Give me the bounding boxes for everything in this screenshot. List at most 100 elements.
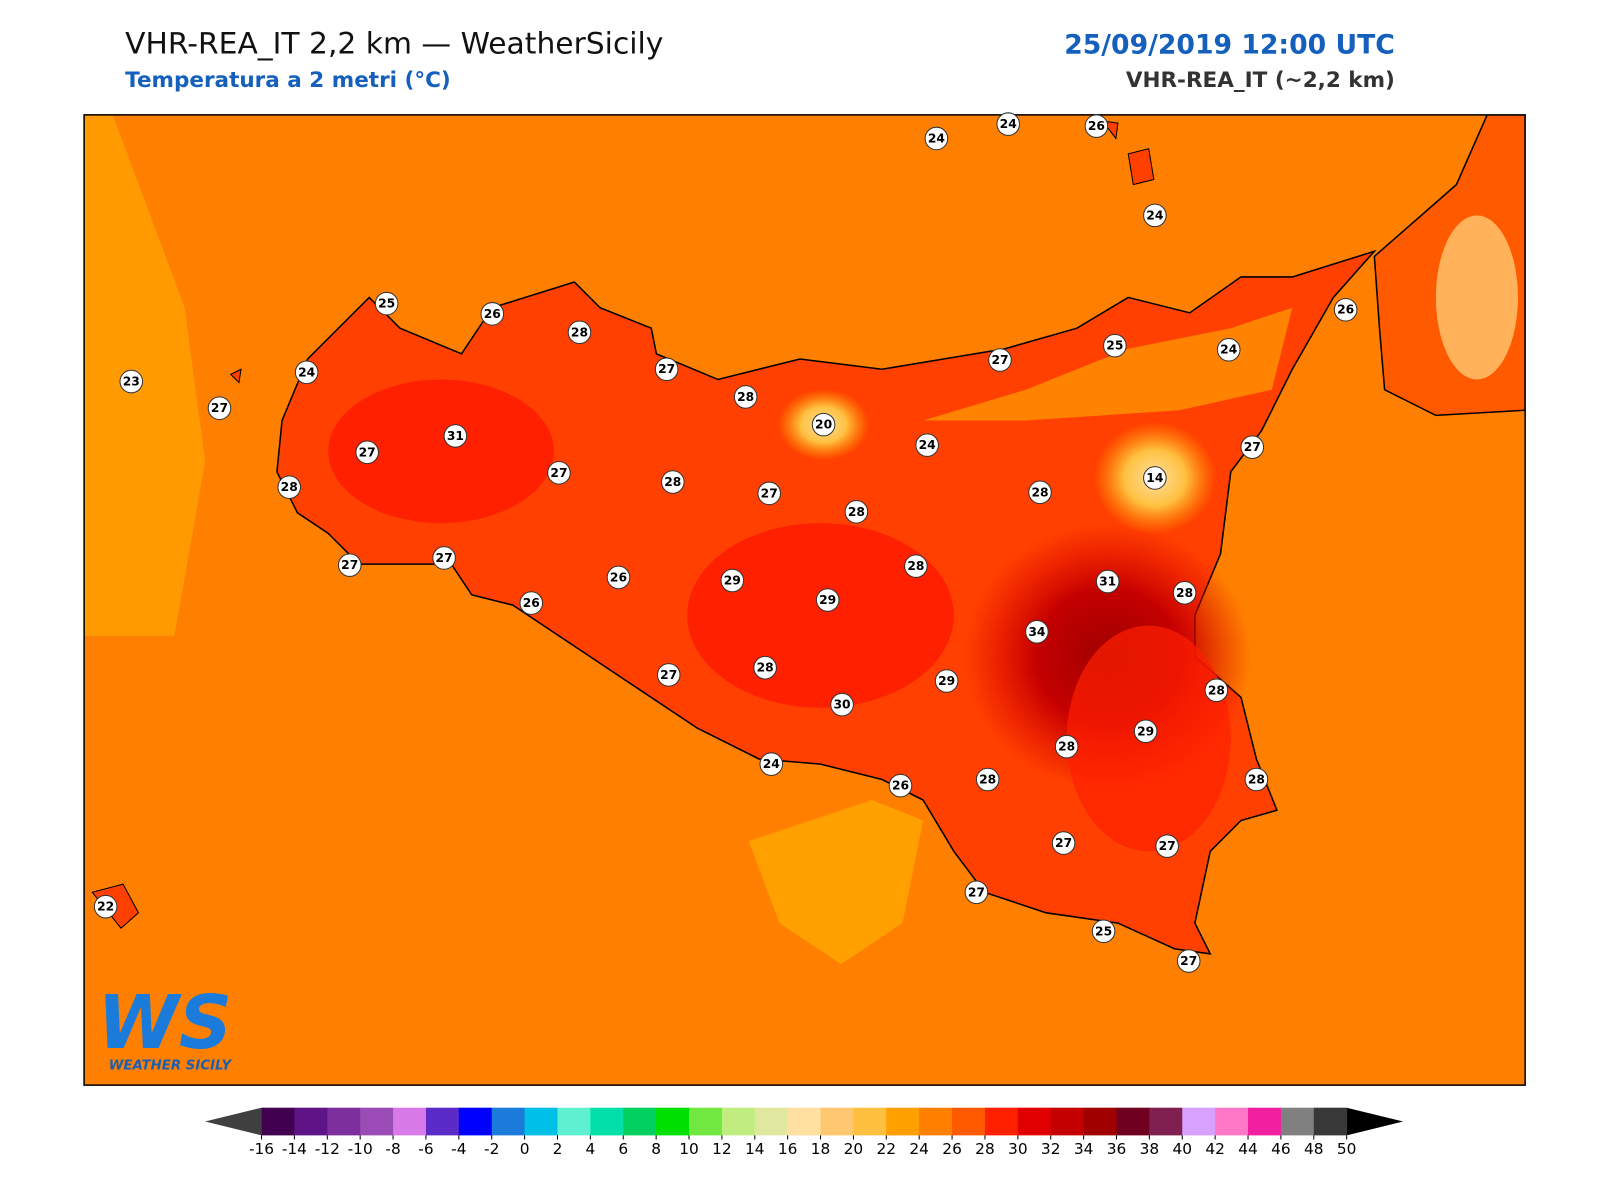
colorbar-tick-label: 46: [1271, 1140, 1291, 1158]
colorbar-over: [1346, 1107, 1404, 1136]
station-marker: [1240, 435, 1265, 459]
stations: 24 24 26 24 25 26 28 27 23 24 27 27 25 24 26 28 20 31 27 24…: [93, 112, 1358, 973]
station-value: 31: [447, 429, 464, 443]
station-marker: [934, 669, 959, 693]
colorbar-tick-label: 8: [651, 1140, 661, 1158]
station-value: 26: [892, 779, 909, 793]
station-marker: [480, 302, 505, 326]
colorbar-segment: [656, 1107, 690, 1136]
station-value: 24: [919, 438, 936, 452]
map-frame: [83, 114, 1526, 1086]
datetime: 25/09/2019 12:00 UTC: [1064, 29, 1395, 60]
station-marker: [1333, 297, 1358, 322]
station-marker: [93, 894, 118, 919]
station-marker: [1051, 831, 1076, 855]
station-marker: [1155, 834, 1179, 858]
station-value: 29: [819, 593, 836, 607]
station-value: 27: [341, 558, 358, 572]
colorbar-segment: [984, 1107, 1019, 1136]
colorbar-tick-label: 26: [942, 1140, 962, 1158]
colorbar-tick-label: 4: [585, 1140, 595, 1158]
colorbar-segment: [1050, 1107, 1085, 1136]
station-marker: [1025, 619, 1049, 644]
colorbar-segment: [360, 1107, 394, 1136]
colorbar-segment: [491, 1107, 526, 1136]
model-label: VHR-REA_IT (~2,2 km): [1126, 68, 1395, 93]
colorbar-tick-label: -14: [282, 1140, 307, 1158]
station-marker: [915, 433, 939, 457]
station-marker: [606, 565, 631, 590]
colorbar-tick-label: 34: [1074, 1140, 1094, 1158]
logo-text: WEATHER SICILY: [109, 1059, 233, 1074]
colorbar-segment: [261, 1107, 295, 1136]
colorbar-tick-label: 44: [1238, 1140, 1258, 1158]
station-value: 28: [848, 505, 865, 519]
station-value: 27: [1180, 954, 1197, 968]
station-marker: [337, 553, 362, 577]
station-value: 27: [550, 466, 567, 480]
colorbar-segment: [787, 1107, 822, 1136]
station-value: 24: [928, 131, 945, 145]
station-marker: [547, 461, 571, 485]
station-value: 14: [1146, 471, 1163, 485]
colorbar-segment: [294, 1107, 328, 1136]
colorbar-tick-label: -8: [385, 1140, 400, 1158]
colorbar-tick-label: 24: [909, 1140, 929, 1158]
station-value: 30: [833, 698, 850, 712]
station-marker: [753, 655, 777, 680]
station-value: 31: [1099, 575, 1116, 589]
station-marker: [830, 692, 854, 717]
colorbar-tick-label: 18: [811, 1140, 831, 1158]
colorbar-segment: [919, 1107, 953, 1136]
station-marker: [1133, 719, 1158, 744]
station-value: 28: [737, 390, 754, 404]
station-marker: [519, 591, 544, 615]
station-value: 27: [1159, 839, 1176, 853]
station-marker: [1143, 203, 1167, 228]
station-marker: [661, 470, 685, 494]
station-value: 27: [991, 353, 1008, 367]
station-marker: [1054, 734, 1079, 759]
station-value: 27: [436, 551, 453, 565]
station-marker: [844, 500, 869, 524]
title: VHR-REA_IT 2,2 km — WeatherSicily: [125, 26, 663, 61]
colorbar-tick-label: -4: [451, 1140, 466, 1158]
colorbar-tick-label: 48: [1304, 1140, 1324, 1158]
station-value: 26: [1337, 303, 1354, 317]
station-value: 26: [484, 307, 501, 321]
station-marker: [432, 546, 456, 570]
station-marker: [1084, 114, 1109, 138]
station-marker: [733, 385, 758, 409]
station-value: 20: [815, 418, 832, 432]
station-value: 27: [968, 885, 985, 899]
colorbar-tick-label: 6: [618, 1140, 628, 1158]
colorbar-segment: [557, 1107, 591, 1136]
station-value: 28: [1208, 683, 1225, 697]
station-marker: [1028, 480, 1052, 505]
station-value: 27: [1055, 836, 1072, 850]
station-value: 24: [763, 757, 780, 771]
colorbar-tick-label: 38: [1140, 1140, 1160, 1158]
station-marker: [1143, 466, 1167, 490]
station-value: 27: [211, 401, 228, 415]
colorbar-tick-label: 12: [712, 1140, 732, 1158]
subtitle: Temperatura a 2 metri (°C): [125, 68, 451, 93]
colorbar-segment: [1149, 1107, 1183, 1136]
colorbar-segment: [1280, 1107, 1315, 1136]
colorbar-tick-label: 40: [1172, 1140, 1192, 1158]
station-value: 27: [761, 486, 778, 500]
map: [84, 114, 1526, 1086]
station-value: 24: [1000, 117, 1017, 131]
colorbar-segment: [623, 1107, 657, 1136]
colorbar-tick-label: 20: [844, 1140, 864, 1158]
station-marker: [1244, 767, 1269, 792]
station-marker: [815, 588, 840, 612]
station-marker: [277, 475, 302, 499]
station-marker: [1172, 581, 1197, 605]
station-marker: [374, 291, 399, 316]
colorbar-tick-label: -12: [315, 1140, 340, 1158]
colorbar-segment: [1248, 1107, 1282, 1136]
colorbar-tick-label: 10: [679, 1140, 699, 1158]
station-marker: [720, 568, 745, 593]
